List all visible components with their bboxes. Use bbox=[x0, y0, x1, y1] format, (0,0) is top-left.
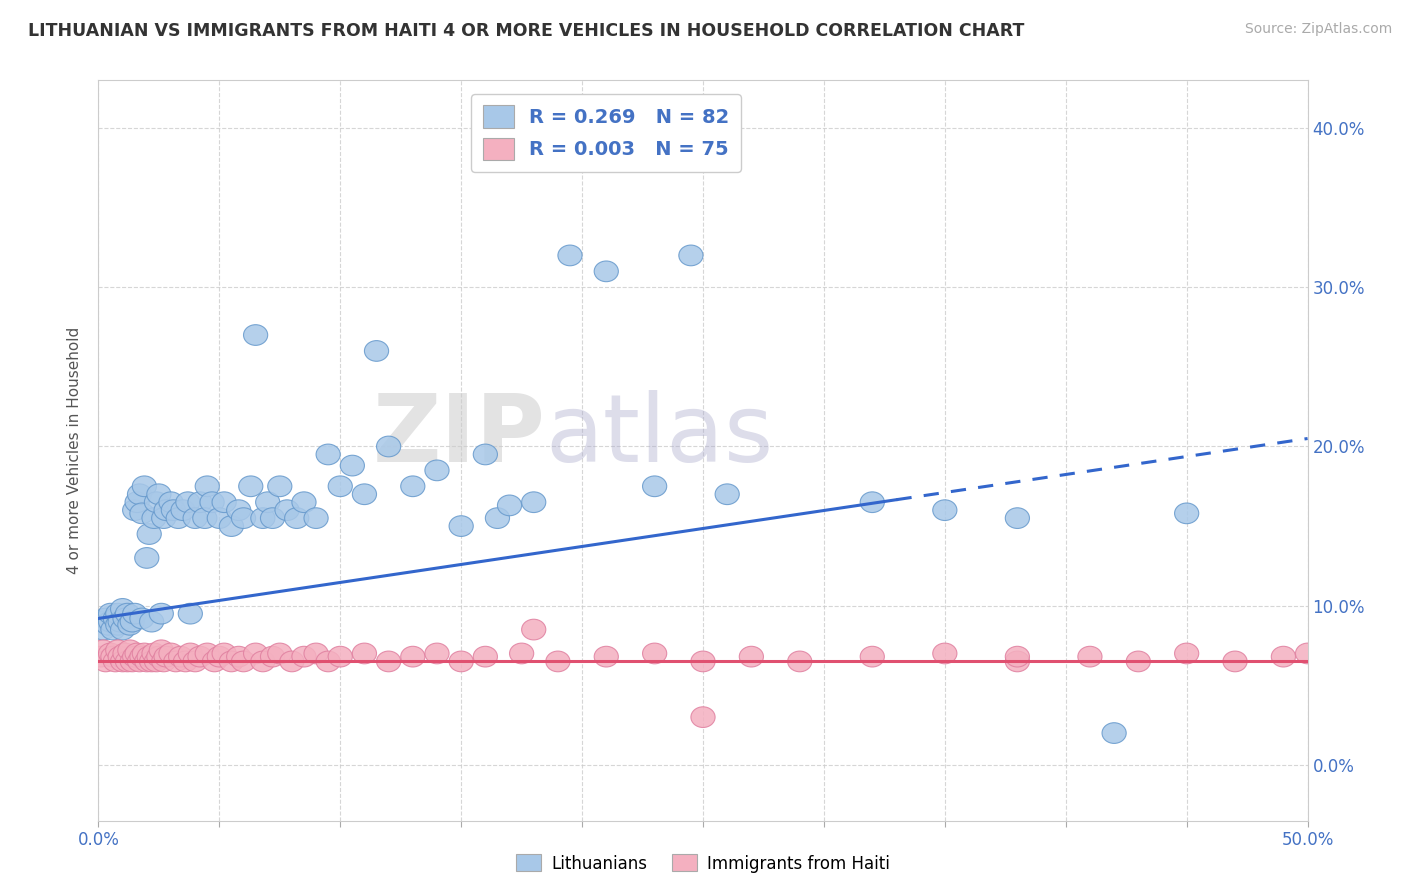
Text: Source: ZipAtlas.com: Source: ZipAtlas.com bbox=[1244, 22, 1392, 37]
Legend: Lithuanians, Immigrants from Haiti: Lithuanians, Immigrants from Haiti bbox=[509, 847, 897, 880]
Legend: R = 0.269   N = 82, R = 0.003   N = 75: R = 0.269 N = 82, R = 0.003 N = 75 bbox=[471, 94, 741, 171]
Text: ZIP: ZIP bbox=[373, 390, 546, 482]
Text: atlas: atlas bbox=[546, 390, 775, 482]
Text: LITHUANIAN VS IMMIGRANTS FROM HAITI 4 OR MORE VEHICLES IN HOUSEHOLD CORRELATION : LITHUANIAN VS IMMIGRANTS FROM HAITI 4 OR… bbox=[28, 22, 1025, 40]
Y-axis label: 4 or more Vehicles in Household: 4 or more Vehicles in Household bbox=[67, 326, 83, 574]
